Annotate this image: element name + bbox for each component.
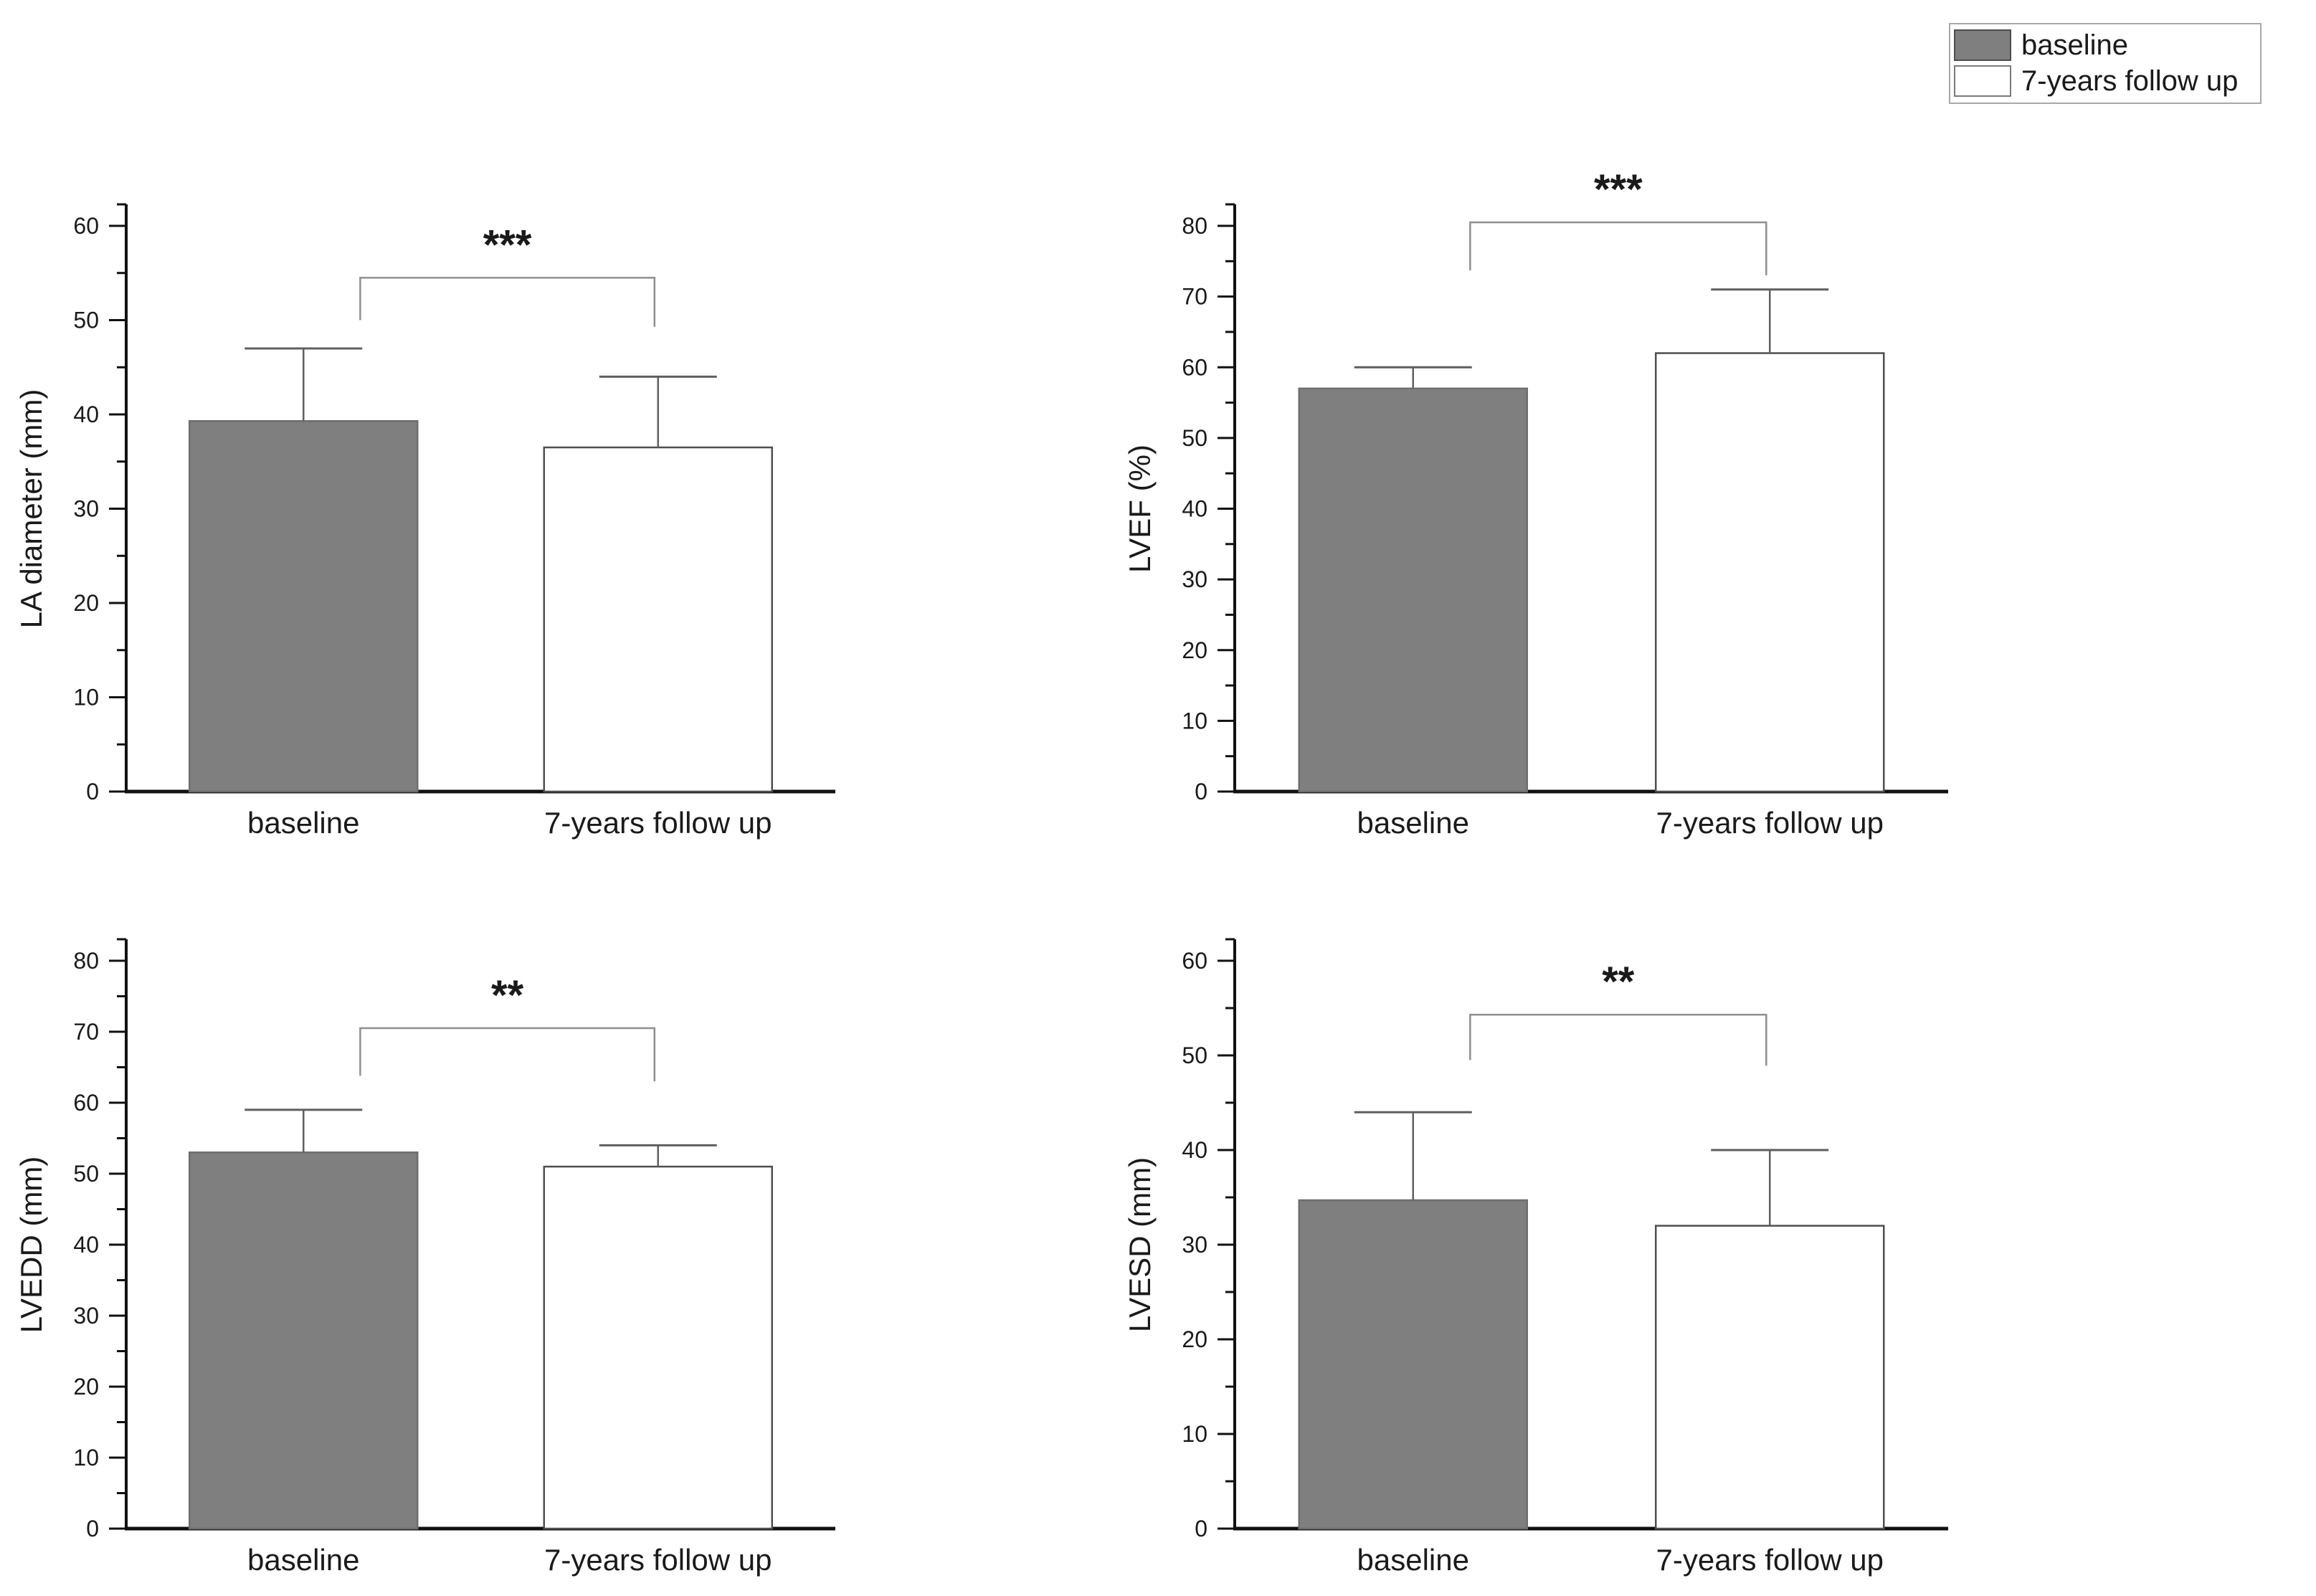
legend-swatch-baseline (1954, 29, 2011, 61)
bar-lvesd-baseline (1298, 1199, 1528, 1530)
y-tick-label: 50 (1182, 425, 1207, 451)
y-tick-label: 20 (1182, 1326, 1207, 1352)
x-category-label: baseline (1357, 806, 1469, 840)
significance-bracket (1469, 221, 1767, 276)
y-tick-label: 20 (73, 1374, 99, 1400)
y-tick-label: 20 (73, 590, 99, 616)
y-tick-label: 40 (1182, 1137, 1207, 1163)
chart-lvedd: 0 10 20 30 40 50 60 70 80 LVEDD (mm) baseline 7-yea… (14, 938, 835, 1577)
y-tick-label: 0 (1195, 1516, 1207, 1542)
y-tick-label: 10 (1182, 1421, 1207, 1447)
y-axis-label: LA diameter (mm) (14, 389, 48, 629)
y-tick-label: 80 (73, 948, 99, 974)
bar-lvedd-baseline (189, 1151, 419, 1530)
x-category-label: 7-years follow up (544, 1543, 772, 1577)
x-category-label: 7-years follow up (544, 806, 772, 840)
y-tick-label: 30 (1182, 1232, 1207, 1258)
significance-bracket (1469, 1013, 1767, 1066)
chart-la-diameter: 0 10 20 30 40 50 60 LA diameter (mm) baseline 7-y… (14, 203, 835, 840)
significance-stars: *** (1594, 166, 1643, 213)
y-tick-label: 30 (1182, 566, 1207, 592)
bar-lvesd-followup (1655, 1225, 1885, 1530)
legend-item-followup: 7-years follow up (1954, 64, 2256, 98)
y-tick-label: 80 (1182, 213, 1207, 239)
y-tick-label: 60 (73, 1090, 99, 1116)
x-category-label: baseline (247, 806, 359, 840)
y-tick-label: 60 (1182, 948, 1207, 974)
y-tick-label: 50 (73, 1161, 99, 1187)
chart-lvef: 0 10 20 30 40 50 60 70 80 LVEF (%) baseline 7-years… (1123, 166, 1948, 840)
y-tick-label: 0 (86, 1516, 99, 1542)
y-axis-label: LVEF (%) (1123, 445, 1157, 573)
legend-label-baseline: baseline (2021, 29, 2129, 61)
bar-la-diameter-followup (543, 446, 773, 793)
significance-bracket (359, 277, 656, 327)
x-category-label: baseline (1357, 1543, 1469, 1577)
significance-stars: ** (491, 972, 524, 1019)
y-tick-label: 70 (1182, 284, 1207, 310)
bar-lvedd-followup (543, 1165, 773, 1530)
legend-label-followup: 7-years follow up (2021, 65, 2239, 97)
y-tick-label: 30 (73, 496, 99, 522)
y-tick-label: 10 (73, 1445, 99, 1471)
y-tick-label: 50 (1182, 1042, 1207, 1068)
significance-stars: *** (483, 222, 532, 268)
bar-lvef-baseline (1298, 387, 1528, 793)
x-category-label: 7-years follow up (1656, 806, 1884, 840)
y-axis-label: LVEDD (mm) (14, 1156, 48, 1334)
bar-la-diameter-baseline (189, 419, 419, 793)
bar-lvef-followup (1655, 352, 1885, 793)
chart-lvesd: 0 10 20 30 40 50 60 LVESD (mm) baseline 7-years f… (1123, 938, 1948, 1577)
y-tick-label: 30 (73, 1303, 99, 1329)
y-axis-label: LVESD (mm) (1123, 1157, 1157, 1332)
x-category-label: 7-years follow up (1656, 1543, 1884, 1577)
x-category-label: baseline (247, 1543, 359, 1577)
legend-swatch-followup (1954, 65, 2011, 97)
y-tick-label: 40 (73, 402, 99, 427)
significance-bracket (359, 1027, 656, 1082)
legend-box: baseline 7-years follow up (1949, 23, 2262, 104)
significance-stars: ** (1602, 959, 1635, 1005)
y-tick-label: 60 (1182, 354, 1207, 380)
y-tick-label: 60 (73, 213, 99, 239)
y-tick-label: 70 (73, 1019, 99, 1045)
y-tick-label: 40 (1182, 496, 1207, 522)
y-tick-label: 0 (86, 779, 99, 804)
y-tick-label: 20 (1182, 637, 1207, 663)
y-tick-label: 10 (1182, 708, 1207, 733)
y-tick-label: 0 (1195, 779, 1207, 804)
y-tick-label: 50 (73, 308, 99, 333)
y-tick-label: 10 (73, 685, 99, 711)
legend-item-baseline: baseline (1954, 28, 2256, 62)
y-tick-label: 40 (73, 1232, 99, 1258)
